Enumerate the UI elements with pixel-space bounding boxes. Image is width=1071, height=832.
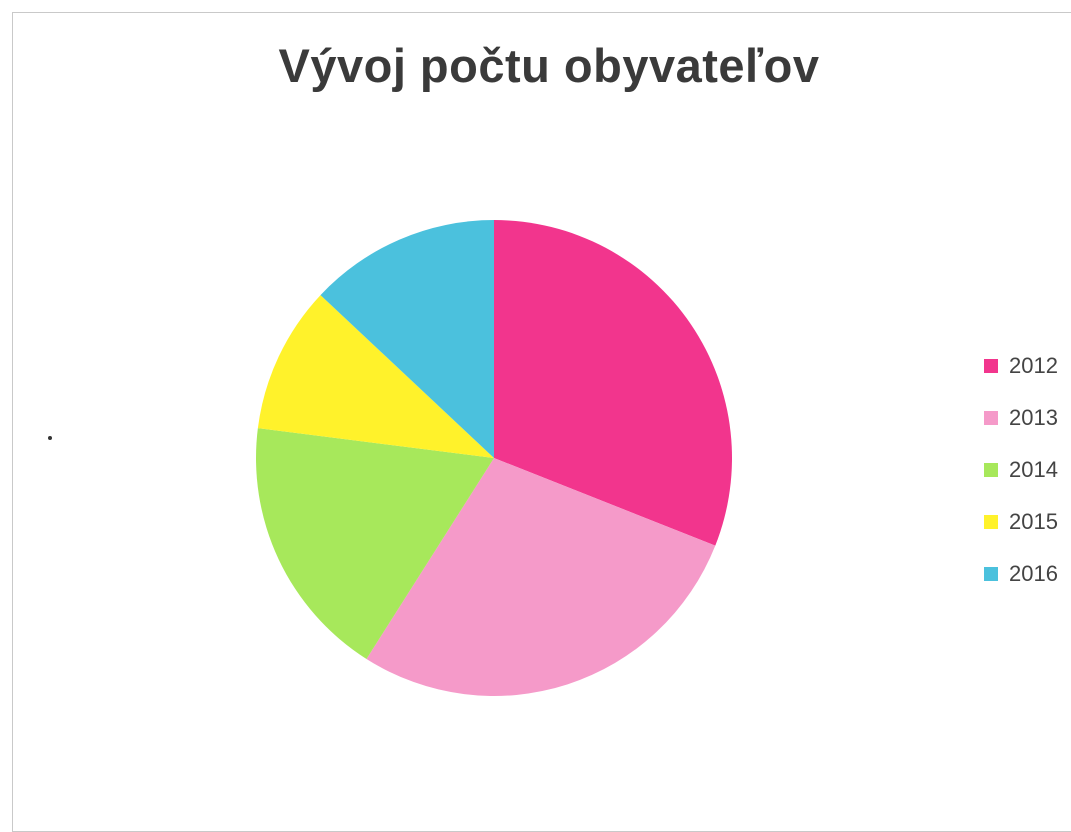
- legend: 2012 2013 2014 2015 2016: [984, 340, 1058, 600]
- legend-swatch-2012: [984, 359, 998, 373]
- legend-item-2016: 2016: [984, 548, 1058, 600]
- pie-slice-2012: [494, 220, 733, 546]
- scan-speck: [48, 436, 52, 440]
- legend-swatch-2016: [984, 567, 998, 581]
- legend-label-2016: 2016: [1009, 561, 1058, 586]
- legend-swatch-2014: [984, 463, 998, 477]
- pie-slice-2015: [257, 295, 494, 458]
- legend-label-2012: 2012: [1009, 353, 1058, 378]
- legend-item-2013: 2013: [984, 392, 1058, 444]
- legend-label-2014: 2014: [1009, 457, 1058, 482]
- legend-swatch-2015: [984, 515, 998, 529]
- legend-label-2015: 2015: [1009, 509, 1058, 534]
- legend-item-2014: 2014: [984, 444, 1058, 496]
- legend-swatch-2013: [984, 411, 998, 425]
- legend-label-2013: 2013: [1009, 405, 1058, 430]
- legend-item-2012: 2012: [984, 340, 1058, 392]
- legend-item-2015: 2015: [984, 496, 1058, 548]
- pie-chart: [256, 220, 733, 697]
- pie-slices: [256, 220, 733, 697]
- pie-slice-2014: [256, 428, 494, 659]
- pie-slice-2016: [320, 220, 494, 458]
- pie-slice-2013: [366, 458, 716, 697]
- chart-title: Vývoj počtu obyvateľov: [278, 39, 820, 92]
